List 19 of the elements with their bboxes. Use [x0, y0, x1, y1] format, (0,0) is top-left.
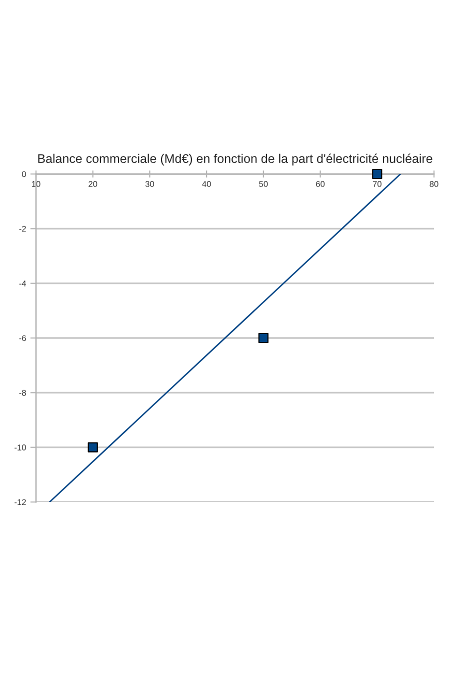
x-tick-label: 60 — [316, 181, 325, 187]
point — [372, 168, 382, 180]
x-tick-label: 20 — [88, 181, 98, 187]
y-tick-label: -12 — [14, 499, 26, 506]
point — [258, 332, 268, 344]
x-tick-label: 40 — [202, 181, 211, 187]
y-tick-label: -10 — [14, 444, 26, 450]
y-tick-label: -4 — [19, 280, 26, 286]
x-tick-label: 50 — [259, 181, 268, 187]
x-tick-label: 80 — [430, 181, 438, 187]
x-tick-label: 70 — [372, 181, 382, 187]
x-tick-label: 10 — [32, 181, 40, 187]
y-tick-label: 0 — [22, 171, 26, 178]
chart-title: Balance commerciale (Md€) en fonction de la part d'électricité nucléaire — [38, 154, 432, 166]
point — [88, 442, 98, 452]
y-tick-label: -8 — [19, 390, 26, 396]
x-tick-label: 30 — [145, 181, 154, 187]
y-tick-label: -2 — [19, 226, 26, 232]
y-tick-label: -6 — [19, 335, 26, 342]
